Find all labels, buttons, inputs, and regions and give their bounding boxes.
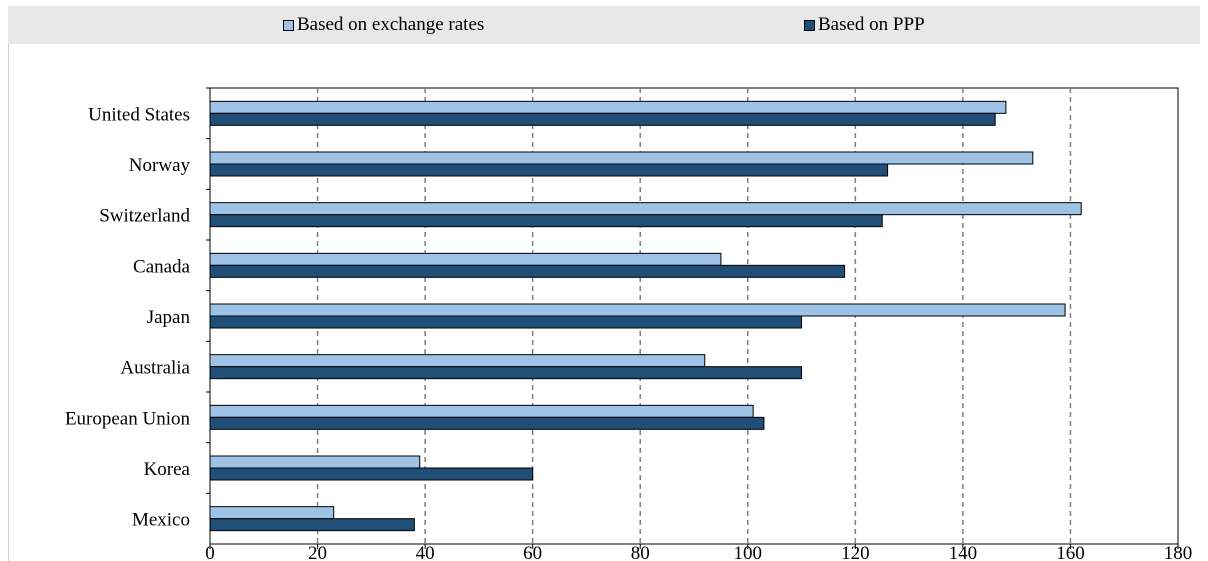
legend: Based on exchange rates Based on PPP — [8, 6, 1200, 44]
bar-ppp — [209, 366, 803, 380]
bar-ppp — [209, 264, 846, 278]
category-label: Canada — [133, 256, 191, 277]
legend-item-ppp: Based on PPP — [804, 13, 925, 37]
bar-ppp — [209, 112, 996, 126]
bar-ppp — [209, 416, 765, 430]
legend-label-ppp: Based on PPP — [818, 14, 925, 35]
x-tick-label: 80 — [631, 543, 650, 561]
x-tick-label: 60 — [523, 543, 542, 561]
page-left-rule — [8, 44, 9, 561]
bar-exchange-rates — [209, 100, 1007, 114]
x-tick-label: 20 — [308, 543, 327, 561]
legend-swatch-ppp — [804, 19, 815, 31]
bar-ppp — [209, 315, 803, 329]
category-label: Australia — [120, 358, 190, 379]
bar-ppp — [209, 163, 889, 177]
x-tick-label: 100 — [734, 543, 763, 561]
bar-exchange-rates — [209, 252, 722, 266]
legend-label-exchange-rates: Based on exchange rates — [297, 14, 485, 35]
bar-exchange-rates — [209, 506, 335, 520]
x-tick-label: 0 — [205, 543, 215, 561]
category-label: Mexico — [132, 510, 190, 531]
legend-swatch-exchange-rates — [283, 19, 294, 31]
bar-exchange-rates — [209, 303, 1066, 317]
category-label: Switzerland — [99, 206, 190, 227]
bar-exchange-rates — [209, 455, 421, 469]
legend-item-exchange-rates: Based on exchange rates — [283, 13, 484, 37]
x-tick-label: 40 — [416, 543, 435, 561]
bar-exchange-rates — [209, 202, 1082, 216]
category-label: United States — [88, 104, 190, 125]
bar-exchange-rates — [209, 151, 1034, 165]
bar-exchange-rates — [209, 354, 706, 368]
bar-exchange-rates — [209, 404, 754, 418]
bar-ppp — [209, 518, 415, 532]
category-label: Korea — [144, 459, 191, 480]
bar-ppp — [209, 214, 883, 228]
category-label: European Union — [65, 408, 191, 429]
x-tick-label: 120 — [841, 543, 870, 561]
x-tick-label: 180 — [1164, 543, 1193, 561]
category-label: Japan — [147, 307, 191, 328]
category-label: Norway — [129, 155, 191, 176]
bar-ppp — [209, 467, 534, 481]
x-tick-label: 140 — [949, 543, 978, 561]
x-tick-label: 160 — [1056, 543, 1085, 561]
